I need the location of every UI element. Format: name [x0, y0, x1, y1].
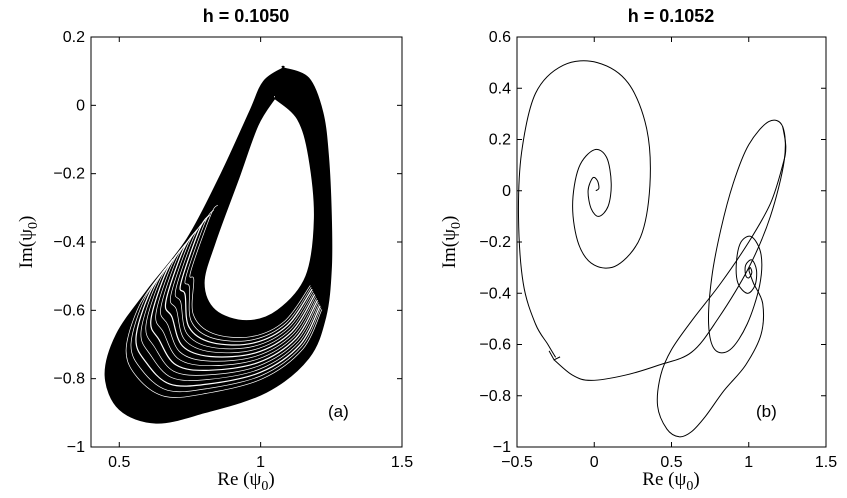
chart-a-y-ticks: 0.2 0 −0.2 −0.4 −0.6 −0.8 −1 [53, 29, 402, 456]
chart-b-panel-label: (b) [756, 402, 777, 421]
chart-a-y-tick-label: −0.8 [53, 371, 85, 388]
chart-b-frame [516, 36, 827, 448]
chart-b-y-tick-label: 0.6 [489, 29, 511, 46]
chart-a-x-label: Re (ψ0) [217, 469, 274, 494]
chart-b-x-label-text: Re (ψ0) [642, 469, 699, 494]
chart-a-x-tick-label: 1 [256, 454, 265, 471]
chart-a-x-tick-label: 0.5 [108, 454, 130, 471]
chart-a-strand [189, 204, 311, 338]
chart-b-trajectory-0 [517, 60, 651, 358]
chart-a-plot-area [104, 65, 333, 424]
chart-a-y-tick-label: −1 [67, 439, 85, 456]
chart-a-strand [160, 234, 316, 362]
chart-a-y-label-text: Im(ψ0) [16, 216, 41, 269]
chart-a-strand [140, 254, 320, 381]
chart-b-x-tick-label: 0 [590, 454, 599, 471]
chart-b-title: h = 0.1052 [628, 6, 715, 26]
chart-b-x-tick-label: 1 [744, 454, 753, 471]
chart-b-y-tick-label: −1 [493, 439, 511, 456]
chart-a: h = 0.1050 0.5 1 1.5 0.2 0 −0.2 −0.4 −0.6 −0.8 −… [16, 6, 413, 494]
chart-b-trajectory-1 [553, 119, 786, 381]
chart-a-strand [164, 229, 316, 358]
chart-a-y-tick-label: −0.6 [53, 302, 85, 319]
chart-b-direction-arrow [548, 350, 561, 361]
chart-a-title: h = 0.1050 [203, 6, 290, 26]
chart-b-y-label-text: Im(ψ0) [439, 216, 464, 269]
chart-b-trajectory-2 [656, 126, 787, 438]
chart-b-x-ticks: −0.5 0 0.5 1 1.5 [501, 37, 837, 471]
chart-b-x-tick-label: 0.5 [660, 454, 682, 471]
chart-a-x-tick-label: 1.5 [391, 454, 413, 471]
chart-b-x-tick-label: −0.5 [501, 454, 533, 471]
chart-a-strand [179, 214, 313, 346]
chart-a-strand [184, 209, 312, 342]
chart-a-strand [174, 219, 314, 350]
chart-b-y-ticks: 0.6 0.4 0.2 0 −0.2 −0.4 −0.6 −0.8 −1 [479, 29, 826, 456]
chart-a-strand [130, 263, 322, 393]
chart-a-strand [169, 224, 315, 354]
chart-a-strand [135, 258, 321, 387]
chart-a-y-tick-label: −0.4 [53, 234, 85, 251]
chart-a-y-label: Im(ψ0) [16, 216, 41, 269]
chart-b-x-tick-label: 1.5 [815, 454, 837, 471]
chart-a-strand [155, 239, 317, 367]
chart-a-y-tick-label: 0.2 [63, 29, 85, 46]
chart-a-strand [150, 244, 319, 371]
chart-a-y-tick-label: 0 [76, 97, 85, 114]
chart-a-strand [145, 249, 319, 376]
chart-b-plot-area [517, 60, 787, 438]
chart-b-y-tick-label: 0 [502, 183, 511, 200]
chart-a-x-label-text: Re (ψ0) [217, 469, 274, 494]
chart-b-x-label: Re (ψ0) [642, 469, 699, 494]
chart-b-y-tick-label: 0.2 [489, 132, 511, 149]
chart-b-y-tick-label: −0.8 [479, 388, 511, 405]
chart-a-panel-label: (a) [328, 402, 349, 421]
chart-b-y-tick-label: −0.4 [479, 285, 511, 302]
chart-b-y-tick-label: 0.4 [489, 80, 511, 97]
chart-b: h = 0.1052 −0.5 0 0.5 1 1.5 0.60.40.20−0.2−0… [439, 6, 837, 494]
chart-a-attractor-strands [125, 204, 323, 398]
chart-b-y-tick-label: −0.2 [479, 234, 511, 251]
chart-a-x-ticks: 0.5 1 1.5 [108, 37, 413, 471]
chart-b-y-label: Im(ψ0) [439, 216, 464, 269]
chart-a-y-tick-label: −0.2 [53, 166, 85, 183]
chart-b-y-tick-label: −0.6 [479, 337, 511, 354]
chart-a-strand [125, 268, 323, 398]
